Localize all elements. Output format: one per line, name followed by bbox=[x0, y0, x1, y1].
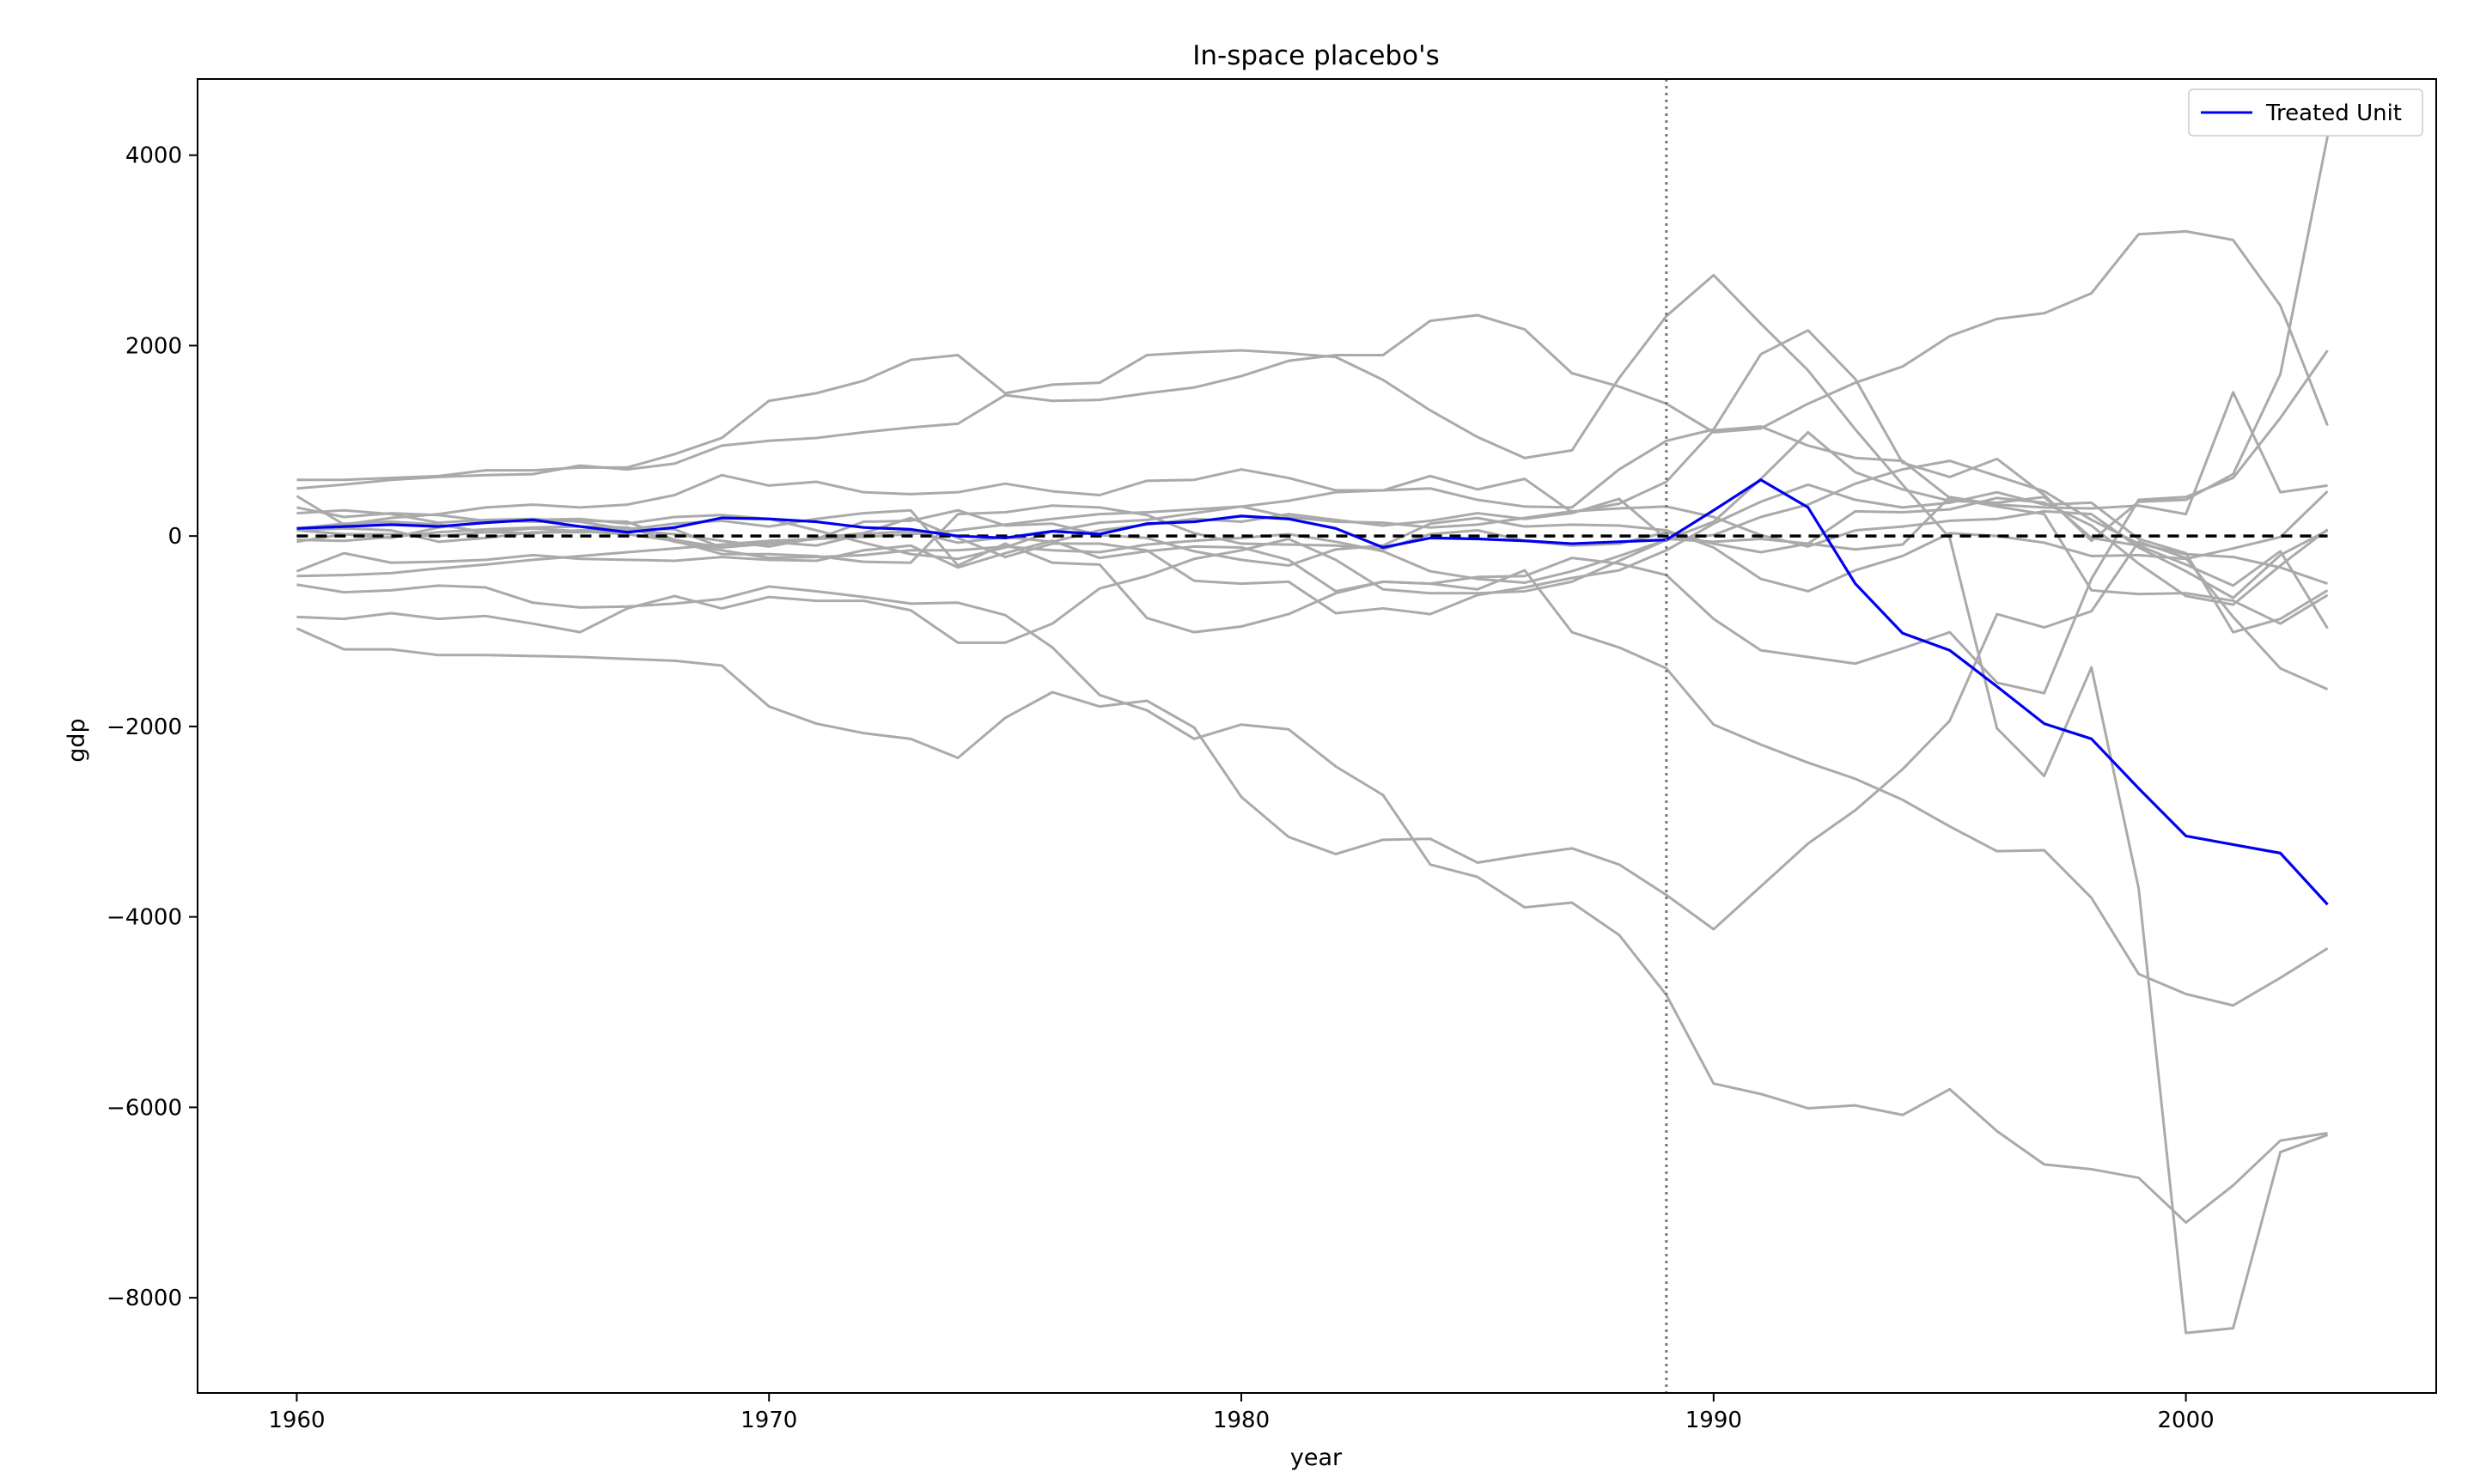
x-tick-label-1970: 1970 bbox=[740, 1408, 797, 1433]
placebo-line-13 bbox=[296, 496, 2329, 606]
plot-frame bbox=[197, 78, 2437, 1394]
placebo-line-2 bbox=[296, 229, 2329, 490]
x-tick-label-2000: 2000 bbox=[2158, 1408, 2215, 1433]
placebo-line-7 bbox=[296, 583, 2328, 1225]
plot-layer bbox=[296, 79, 2330, 1393]
placebo-line-9 bbox=[296, 136, 2330, 561]
y-tick-label-0: 4000 bbox=[125, 143, 182, 169]
treated-unit-line bbox=[296, 478, 2329, 906]
placebo-line-11 bbox=[296, 391, 2328, 564]
y-tick-label-1: 2000 bbox=[125, 333, 182, 359]
x-tick-label-1980: 1980 bbox=[1213, 1408, 1270, 1433]
x-tick-label-1960: 1960 bbox=[268, 1408, 325, 1433]
placebo-line-4 bbox=[296, 539, 2329, 1007]
series-group bbox=[296, 136, 2330, 1335]
legend: Treated Unit bbox=[2188, 88, 2423, 137]
placebo-line-6 bbox=[296, 540, 2329, 931]
placebo-line-3 bbox=[296, 425, 2329, 625]
y-tick-label-3: −2000 bbox=[107, 715, 182, 740]
legend-box bbox=[2188, 88, 2423, 137]
y-tick-label-4: −4000 bbox=[107, 905, 182, 931]
placebo-line-1 bbox=[296, 273, 2329, 1335]
placebo-line-15 bbox=[296, 505, 2329, 599]
y-tick-label-6: −8000 bbox=[107, 1286, 182, 1311]
placebo-line-14 bbox=[296, 459, 2329, 586]
legend-treated-label: Treated Unit bbox=[2265, 100, 2402, 126]
x-tick-label-1990: 1990 bbox=[1685, 1408, 1742, 1433]
x-axis-label: year bbox=[1290, 1444, 1343, 1471]
chart-title: In-space placebo's bbox=[1192, 40, 1440, 71]
axes-layer: 1960 1970 1980 1990 2000 4000 2000 0 −2000 −4000 −… bbox=[107, 78, 2437, 1433]
y-axis-label: gdp bbox=[64, 718, 90, 762]
y-tick-label-2: 0 bbox=[168, 524, 182, 550]
y-tick-label-5: −6000 bbox=[107, 1095, 182, 1121]
